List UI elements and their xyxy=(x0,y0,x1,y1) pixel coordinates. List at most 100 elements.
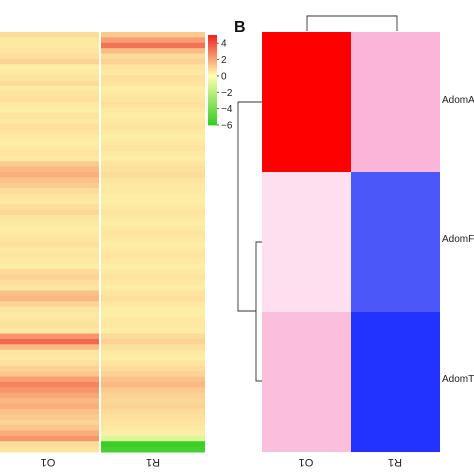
heatmap-cell xyxy=(0,177,99,184)
colorbar-segment xyxy=(208,60,217,63)
colorbar-segment xyxy=(208,38,217,40)
heatmap-cell xyxy=(101,134,205,141)
heatmap-cell xyxy=(101,403,205,410)
heatmap-cell xyxy=(0,344,99,351)
heatmap-cell xyxy=(0,279,99,286)
heatmap-b-cell xyxy=(262,32,351,172)
heatmap-cell xyxy=(101,172,205,178)
heatmap-cell xyxy=(101,317,205,324)
heatmap-cell xyxy=(101,290,205,297)
heatmap-cell xyxy=(101,285,205,291)
heatmap-cell xyxy=(0,236,99,243)
heatmap-cell xyxy=(101,118,205,125)
colorbar-segment xyxy=(208,90,217,93)
heatmap-cell xyxy=(101,430,205,437)
colorbar-segment xyxy=(208,92,217,94)
row-dendrogram xyxy=(237,101,262,382)
heatmap-cell xyxy=(101,360,205,367)
heatmap-b-cell xyxy=(351,32,440,172)
heatmap-cell xyxy=(0,107,99,114)
heatmap-cell xyxy=(101,306,205,313)
heatmap-cell xyxy=(101,112,205,119)
heatmap-cell xyxy=(0,69,99,76)
heatmap-cell xyxy=(0,446,99,453)
column-label-r1-a: R1 xyxy=(146,456,160,468)
heatmap-cell xyxy=(101,446,205,453)
colorbar-segment xyxy=(208,87,217,90)
heatmap-cell xyxy=(0,425,99,431)
heatmap-cell xyxy=(0,408,99,415)
colorbar-segment xyxy=(208,83,217,85)
column-label-o1-a: O1 xyxy=(41,456,56,468)
column-label-r1-b: R1 xyxy=(388,456,402,468)
colorbar-segment xyxy=(208,99,217,102)
heatmap-cell xyxy=(101,252,205,259)
heatmap-cell xyxy=(101,204,205,211)
heatmap-cell xyxy=(0,365,99,372)
heatmap-cell xyxy=(0,188,99,195)
colorbar-segment xyxy=(208,86,217,88)
heatmap-cell xyxy=(0,172,99,178)
heatmap-cell xyxy=(101,177,205,184)
colorbar-segment xyxy=(208,47,217,49)
colorbar-segment xyxy=(208,93,217,96)
colorbar-segment xyxy=(208,74,217,76)
heatmap-cell xyxy=(0,355,99,361)
column-dendrogram xyxy=(306,15,398,31)
heatmap-cell xyxy=(101,85,205,92)
heatmap-cell xyxy=(0,80,99,87)
heatmap-cell xyxy=(0,398,99,405)
heatmap-cell xyxy=(0,430,99,437)
colorbar-segment xyxy=(208,89,217,91)
heatmap-cell xyxy=(0,161,99,168)
colorbar-segment xyxy=(208,54,217,57)
colorbar-segment xyxy=(208,80,217,82)
column-label-o1-b: O1 xyxy=(299,456,314,468)
heatmap-cell xyxy=(101,279,205,286)
heatmap-cell xyxy=(101,150,205,157)
colorbar-tick-label: 4 xyxy=(221,39,227,50)
heatmap-cell xyxy=(0,139,99,146)
heatmap-cell xyxy=(0,328,99,335)
heatmap-cell xyxy=(0,53,99,60)
heatmap-cell xyxy=(101,263,205,270)
heatmap-cell xyxy=(101,274,205,281)
colorbar-segment xyxy=(208,36,217,39)
heatmap-cell xyxy=(0,215,99,221)
heatmap-cell xyxy=(101,107,205,114)
colorbar-segment xyxy=(208,110,217,112)
colorbar-segment xyxy=(208,59,217,61)
heatmap-cell xyxy=(101,441,205,448)
colorbar-segment xyxy=(208,62,217,64)
colorbar-segment xyxy=(208,107,217,109)
heatmap-cell xyxy=(101,102,205,108)
heatmap-cell xyxy=(0,64,99,71)
colorbar-segment xyxy=(208,71,217,73)
heatmap-cell xyxy=(0,155,99,162)
colorbar-segment xyxy=(208,102,217,105)
heatmap-cell xyxy=(101,301,205,308)
colorbar-segment xyxy=(208,122,217,124)
heatmap-cell xyxy=(0,91,99,98)
heatmap-cell xyxy=(0,349,99,356)
colorbar-segment xyxy=(208,75,217,78)
colorbar-segment xyxy=(208,119,217,121)
row-dendrogram-branch-outer xyxy=(237,101,262,312)
panel-a-heatmap xyxy=(0,32,205,453)
colorbar-segment xyxy=(208,117,217,120)
colorbar-segment xyxy=(208,50,217,52)
heatmap-cell xyxy=(101,349,205,356)
heatmap-cell xyxy=(101,145,205,151)
colorbar-segment xyxy=(208,111,217,114)
heatmap-cell xyxy=(0,387,99,394)
heatmap-cell xyxy=(101,419,205,426)
heatmap-cell xyxy=(0,220,99,227)
heatmap-cell xyxy=(0,376,99,383)
heatmap-cell xyxy=(0,322,99,329)
heatmap-cell xyxy=(0,193,99,200)
heatmap-cell xyxy=(101,225,205,232)
heatmap-cell xyxy=(101,193,205,200)
heatmap-cell xyxy=(101,58,205,65)
colorbar-tick-label: −6 xyxy=(221,121,233,132)
colorbar-segment xyxy=(208,53,217,55)
